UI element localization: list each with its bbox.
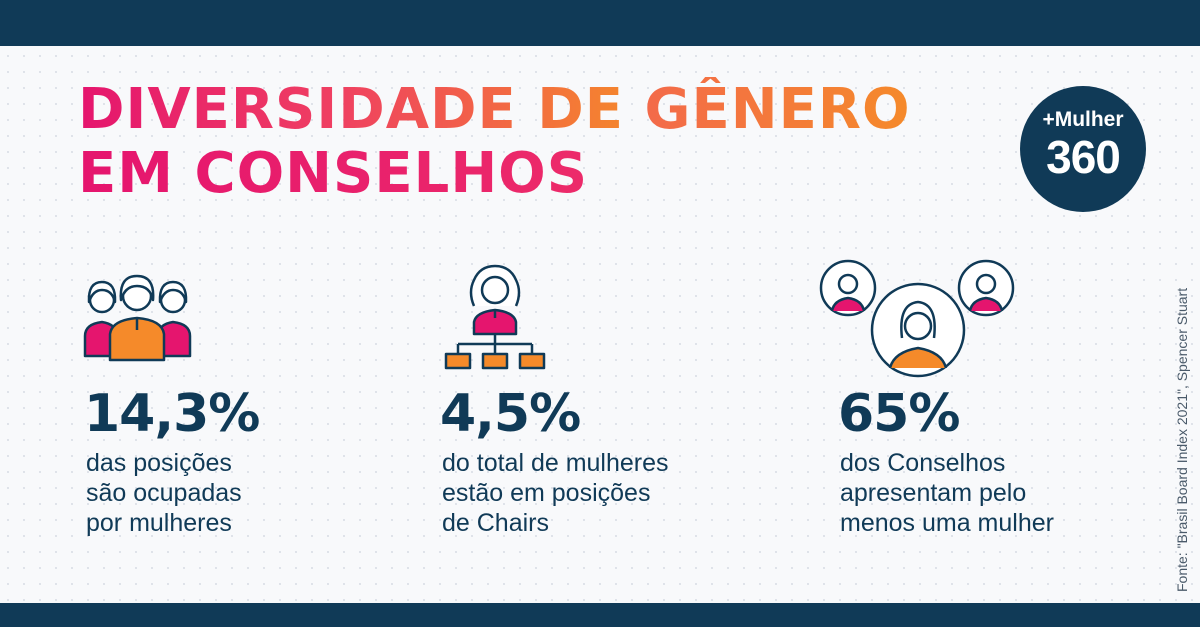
- woman-org-chart-icon: [444, 264, 546, 370]
- stat-description: das posições são ocupadas por mulheres: [86, 448, 242, 538]
- stat-desc-line: menos uma mulher: [840, 509, 1054, 537]
- stat-value: 14,3%: [84, 384, 260, 444]
- logo-number: 360: [1046, 131, 1121, 183]
- stat-desc-line: dos Conselhos: [840, 449, 1006, 477]
- stat-desc-line: estão em posições: [442, 479, 651, 507]
- stat-description: do total de mulheres estão em posições d…: [442, 448, 669, 538]
- title-line1-part1: DIVERSIDADE DE: [78, 77, 645, 142]
- stat-desc-line: das posições: [86, 449, 232, 477]
- top-bar: [0, 0, 1200, 46]
- stat-description: dos Conselhos apresentam pelo menos uma …: [840, 448, 1054, 538]
- stat-desc-line: por mulheres: [86, 509, 232, 537]
- stat-desc-line: são ocupadas: [86, 479, 242, 507]
- stat-value: 65%: [838, 384, 960, 444]
- page-title: DIVERSIDADE DE GÊNERO EM CONSELHOS: [78, 78, 911, 206]
- title-line2: EM CONSELHOS: [78, 142, 911, 206]
- logo-brand: +Mulher: [1042, 108, 1124, 131]
- stat-desc-line: de Chairs: [442, 509, 549, 537]
- group-of-women-icon: [83, 274, 192, 362]
- source-note: Fonte: "Brasil Board Index 2021", Spence…: [1174, 287, 1190, 592]
- stat-desc-line: apresentam pelo: [840, 479, 1027, 507]
- title-line1-part2: GÊNERO: [644, 77, 911, 142]
- board-members-icon: [819, 259, 1015, 378]
- stat-value: 4,5%: [440, 384, 581, 444]
- mulher360-logo: +Mulher 360: [1020, 86, 1146, 212]
- bottom-bar: [0, 603, 1200, 627]
- stat-desc-line: do total de mulheres: [442, 449, 669, 477]
